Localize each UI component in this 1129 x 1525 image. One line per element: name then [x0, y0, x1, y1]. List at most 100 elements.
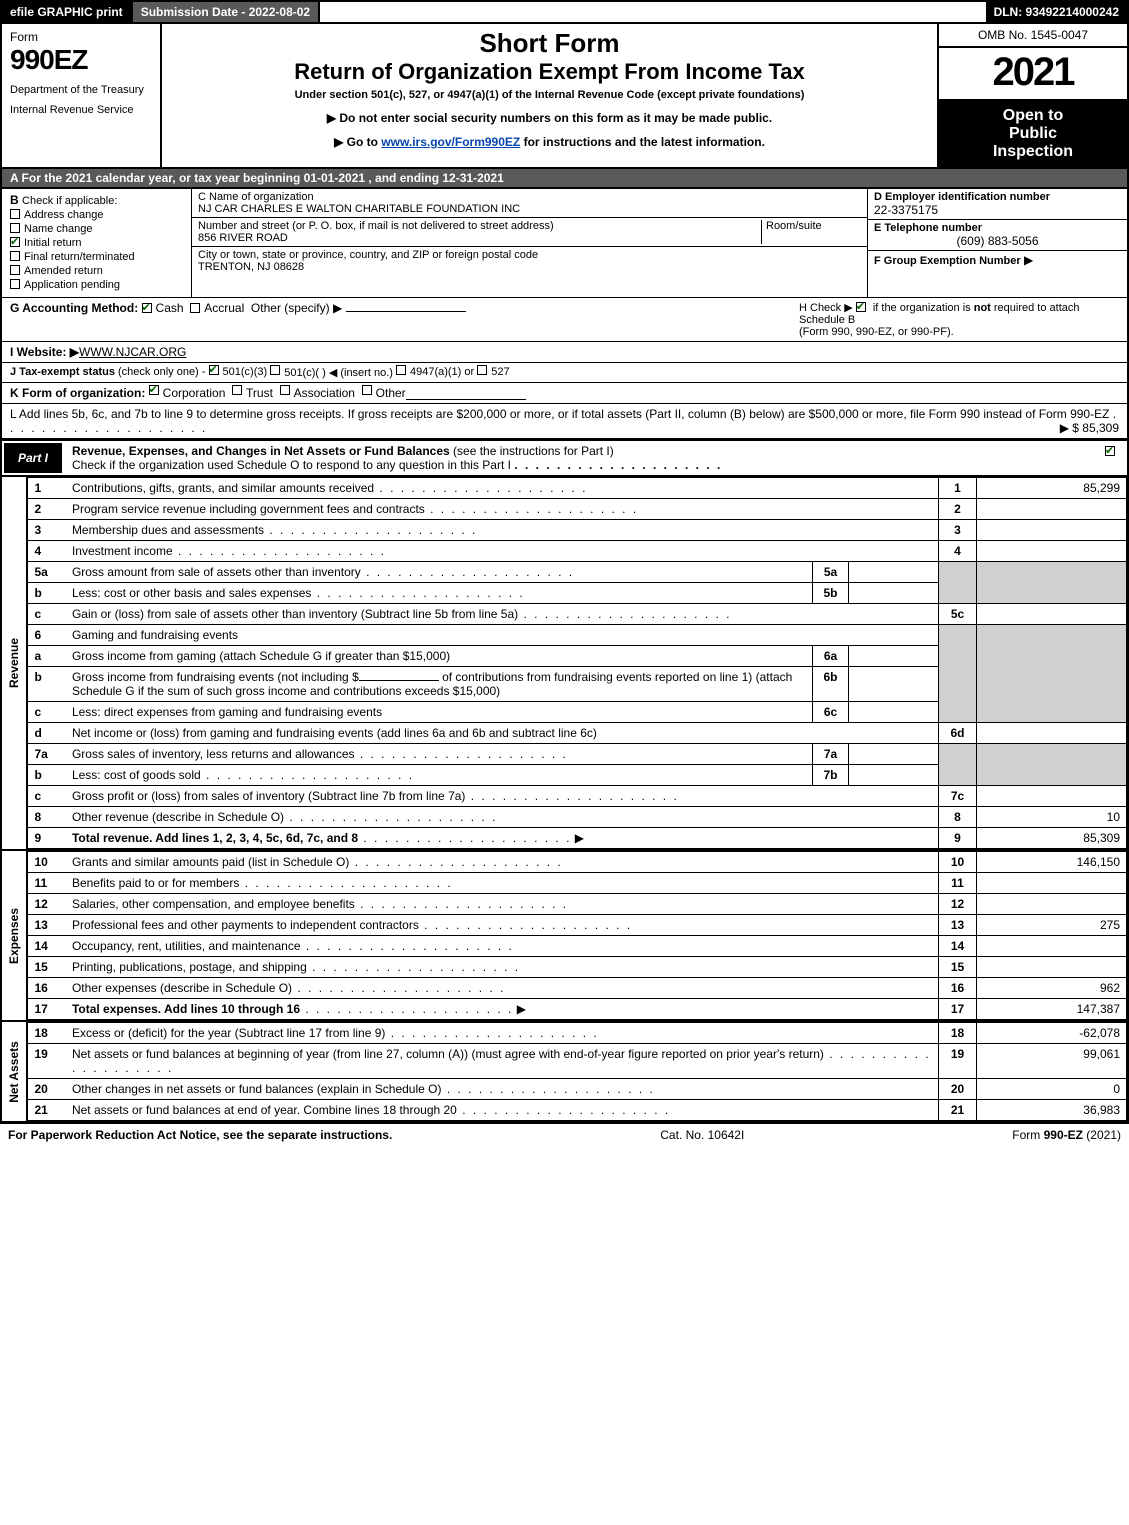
revenue-vlabel-text: Revenue	[7, 638, 21, 688]
l14-v	[977, 936, 1127, 957]
lbl-application-pending: Application pending	[24, 279, 120, 291]
lbl-initial-return: Initial return	[24, 237, 81, 249]
section-a: A For the 2021 calendar year, or tax yea…	[0, 169, 1129, 189]
note-ssn: ▶ Do not enter social security numbers o…	[172, 111, 927, 125]
l7a-d: Gross sales of inventory, less returns a…	[72, 747, 355, 761]
l3-rn: 3	[939, 520, 977, 541]
l8-v: 10	[977, 807, 1127, 828]
l2-n: 2	[28, 499, 66, 520]
l5a-sv	[849, 562, 939, 583]
l5b-sv	[849, 583, 939, 604]
lbl-accrual: Accrual	[204, 301, 244, 315]
netassets-vlabel-text: Net Assets	[7, 1041, 21, 1103]
note-goto-post: for instructions and the latest informat…	[520, 135, 765, 149]
ein-value: 22-3375175	[874, 203, 1121, 217]
lbl-4947: 4947(a)(1) or	[410, 366, 474, 379]
revenue-section: Revenue 1Contributions, gifts, grants, a…	[0, 477, 1129, 851]
cb-h[interactable]	[856, 302, 866, 312]
col-b: B Check if applicable: Address change Na…	[2, 189, 192, 297]
header-left: Form 990EZ Department of the Treasury In…	[2, 24, 162, 167]
footer-mid: Cat. No. 10642I	[392, 1128, 1012, 1142]
form-header: Form 990EZ Department of the Treasury In…	[0, 24, 1129, 169]
l6b-sv	[849, 667, 939, 702]
row-j: J Tax-exempt status (check only one) - 5…	[0, 363, 1129, 383]
cb-application-pending[interactable]	[10, 279, 20, 289]
omb-number: OMB No. 1545-0047	[939, 24, 1127, 48]
l6d-n: d	[28, 723, 66, 744]
l11-d: Benefits paid to or for members	[72, 876, 239, 890]
l16-d: Other expenses (describe in Schedule O)	[72, 981, 292, 995]
note-goto-pre: ▶ Go to	[334, 135, 381, 149]
row-k: K Form of organization: Corporation Trus…	[0, 383, 1129, 404]
l7a-sn: 7a	[813, 744, 849, 765]
l16-n: 16	[28, 978, 66, 999]
other-specify-line	[346, 311, 466, 312]
top-bar: efile GRAPHIC print Submission Date - 20…	[0, 0, 1129, 24]
l6c-sv	[849, 702, 939, 723]
l20-d: Other changes in net assets or fund bala…	[72, 1082, 442, 1096]
l7c-rn: 7c	[939, 786, 977, 807]
block-bcd: B Check if applicable: Address change Na…	[0, 189, 1129, 298]
cb-501c3[interactable]	[209, 365, 219, 375]
l19-rn: 19	[939, 1044, 977, 1079]
cb-trust[interactable]	[232, 385, 242, 395]
l19-v: 99,061	[977, 1044, 1127, 1079]
part-1-title-sub: (see the instructions for Part I)	[450, 444, 614, 458]
form-label: Form	[10, 30, 152, 44]
i-label: I Website: ▶	[10, 345, 79, 359]
part-1-header: Part I Revenue, Expenses, and Changes in…	[0, 440, 1129, 477]
cb-part1-scho[interactable]	[1105, 446, 1115, 456]
l11-n: 11	[28, 873, 66, 894]
other-org-line	[406, 386, 526, 400]
l9-n: 9	[28, 828, 66, 849]
cb-4947[interactable]	[396, 365, 406, 375]
cb-final-return[interactable]	[10, 251, 20, 261]
cb-cash[interactable]	[142, 303, 152, 313]
c-name-label: C Name of organization	[198, 191, 861, 203]
lbl-cash: Cash	[156, 301, 184, 315]
header-center: Short Form Return of Organization Exempt…	[162, 24, 937, 167]
cb-name-change[interactable]	[10, 223, 20, 233]
part-1-check	[1097, 441, 1127, 475]
l20-v: 0	[977, 1079, 1127, 1100]
cb-accrual[interactable]	[190, 303, 200, 313]
cb-corp[interactable]	[149, 385, 159, 395]
l17-rn: 17	[939, 999, 977, 1020]
part-1-title-b: Revenue, Expenses, and Changes in Net As…	[72, 444, 450, 458]
cb-501c[interactable]	[270, 365, 280, 375]
footer-right-post: (2021)	[1083, 1128, 1121, 1142]
cb-assoc[interactable]	[280, 385, 290, 395]
dept-irs: Internal Revenue Service	[10, 104, 152, 116]
j-label: J Tax-exempt status	[10, 366, 115, 379]
l15-v	[977, 957, 1127, 978]
l6-n: 6	[28, 625, 66, 646]
lbl-address-change: Address change	[24, 209, 104, 221]
l16-v: 962	[977, 978, 1127, 999]
l6a-sn: 6a	[813, 646, 849, 667]
l7c-d: Gross profit or (loss) from sales of inv…	[72, 789, 465, 803]
l7c-v	[977, 786, 1127, 807]
note-goto: ▶ Go to www.irs.gov/Form990EZ for instru…	[172, 135, 927, 149]
l20-rn: 20	[939, 1079, 977, 1100]
footer-right-form: 990-EZ	[1044, 1128, 1083, 1142]
l10-v: 146,150	[977, 852, 1127, 873]
l6d-d: Net income or (loss) from gaming and fun…	[72, 726, 597, 740]
netassets-section: Net Assets 18Excess or (deficit) for the…	[0, 1022, 1129, 1123]
cb-other-org[interactable]	[362, 385, 372, 395]
g-label: G Accounting Method:	[10, 301, 138, 315]
l12-d: Salaries, other compensation, and employ…	[72, 897, 355, 911]
form-990ez-page: efile GRAPHIC print Submission Date - 20…	[0, 0, 1129, 1146]
row-h: H Check ▶ if the organization is not req…	[799, 301, 1119, 338]
expenses-vlabel: Expenses	[2, 851, 27, 1020]
cb-amended-return[interactable]	[10, 265, 20, 275]
l6c-sn: 6c	[813, 702, 849, 723]
lbl-other-org: Other	[376, 386, 406, 400]
irs-link[interactable]: www.irs.gov/Form990EZ	[381, 135, 520, 149]
org-address: 856 RIVER ROAD	[198, 232, 761, 244]
l2-rn: 2	[939, 499, 977, 520]
cb-527[interactable]	[477, 365, 487, 375]
cb-address-change[interactable]	[10, 209, 20, 219]
website-link[interactable]: WWW.NJCAR.ORG	[79, 345, 186, 359]
cb-initial-return[interactable]	[10, 237, 20, 247]
l1-n: 1	[28, 478, 66, 499]
